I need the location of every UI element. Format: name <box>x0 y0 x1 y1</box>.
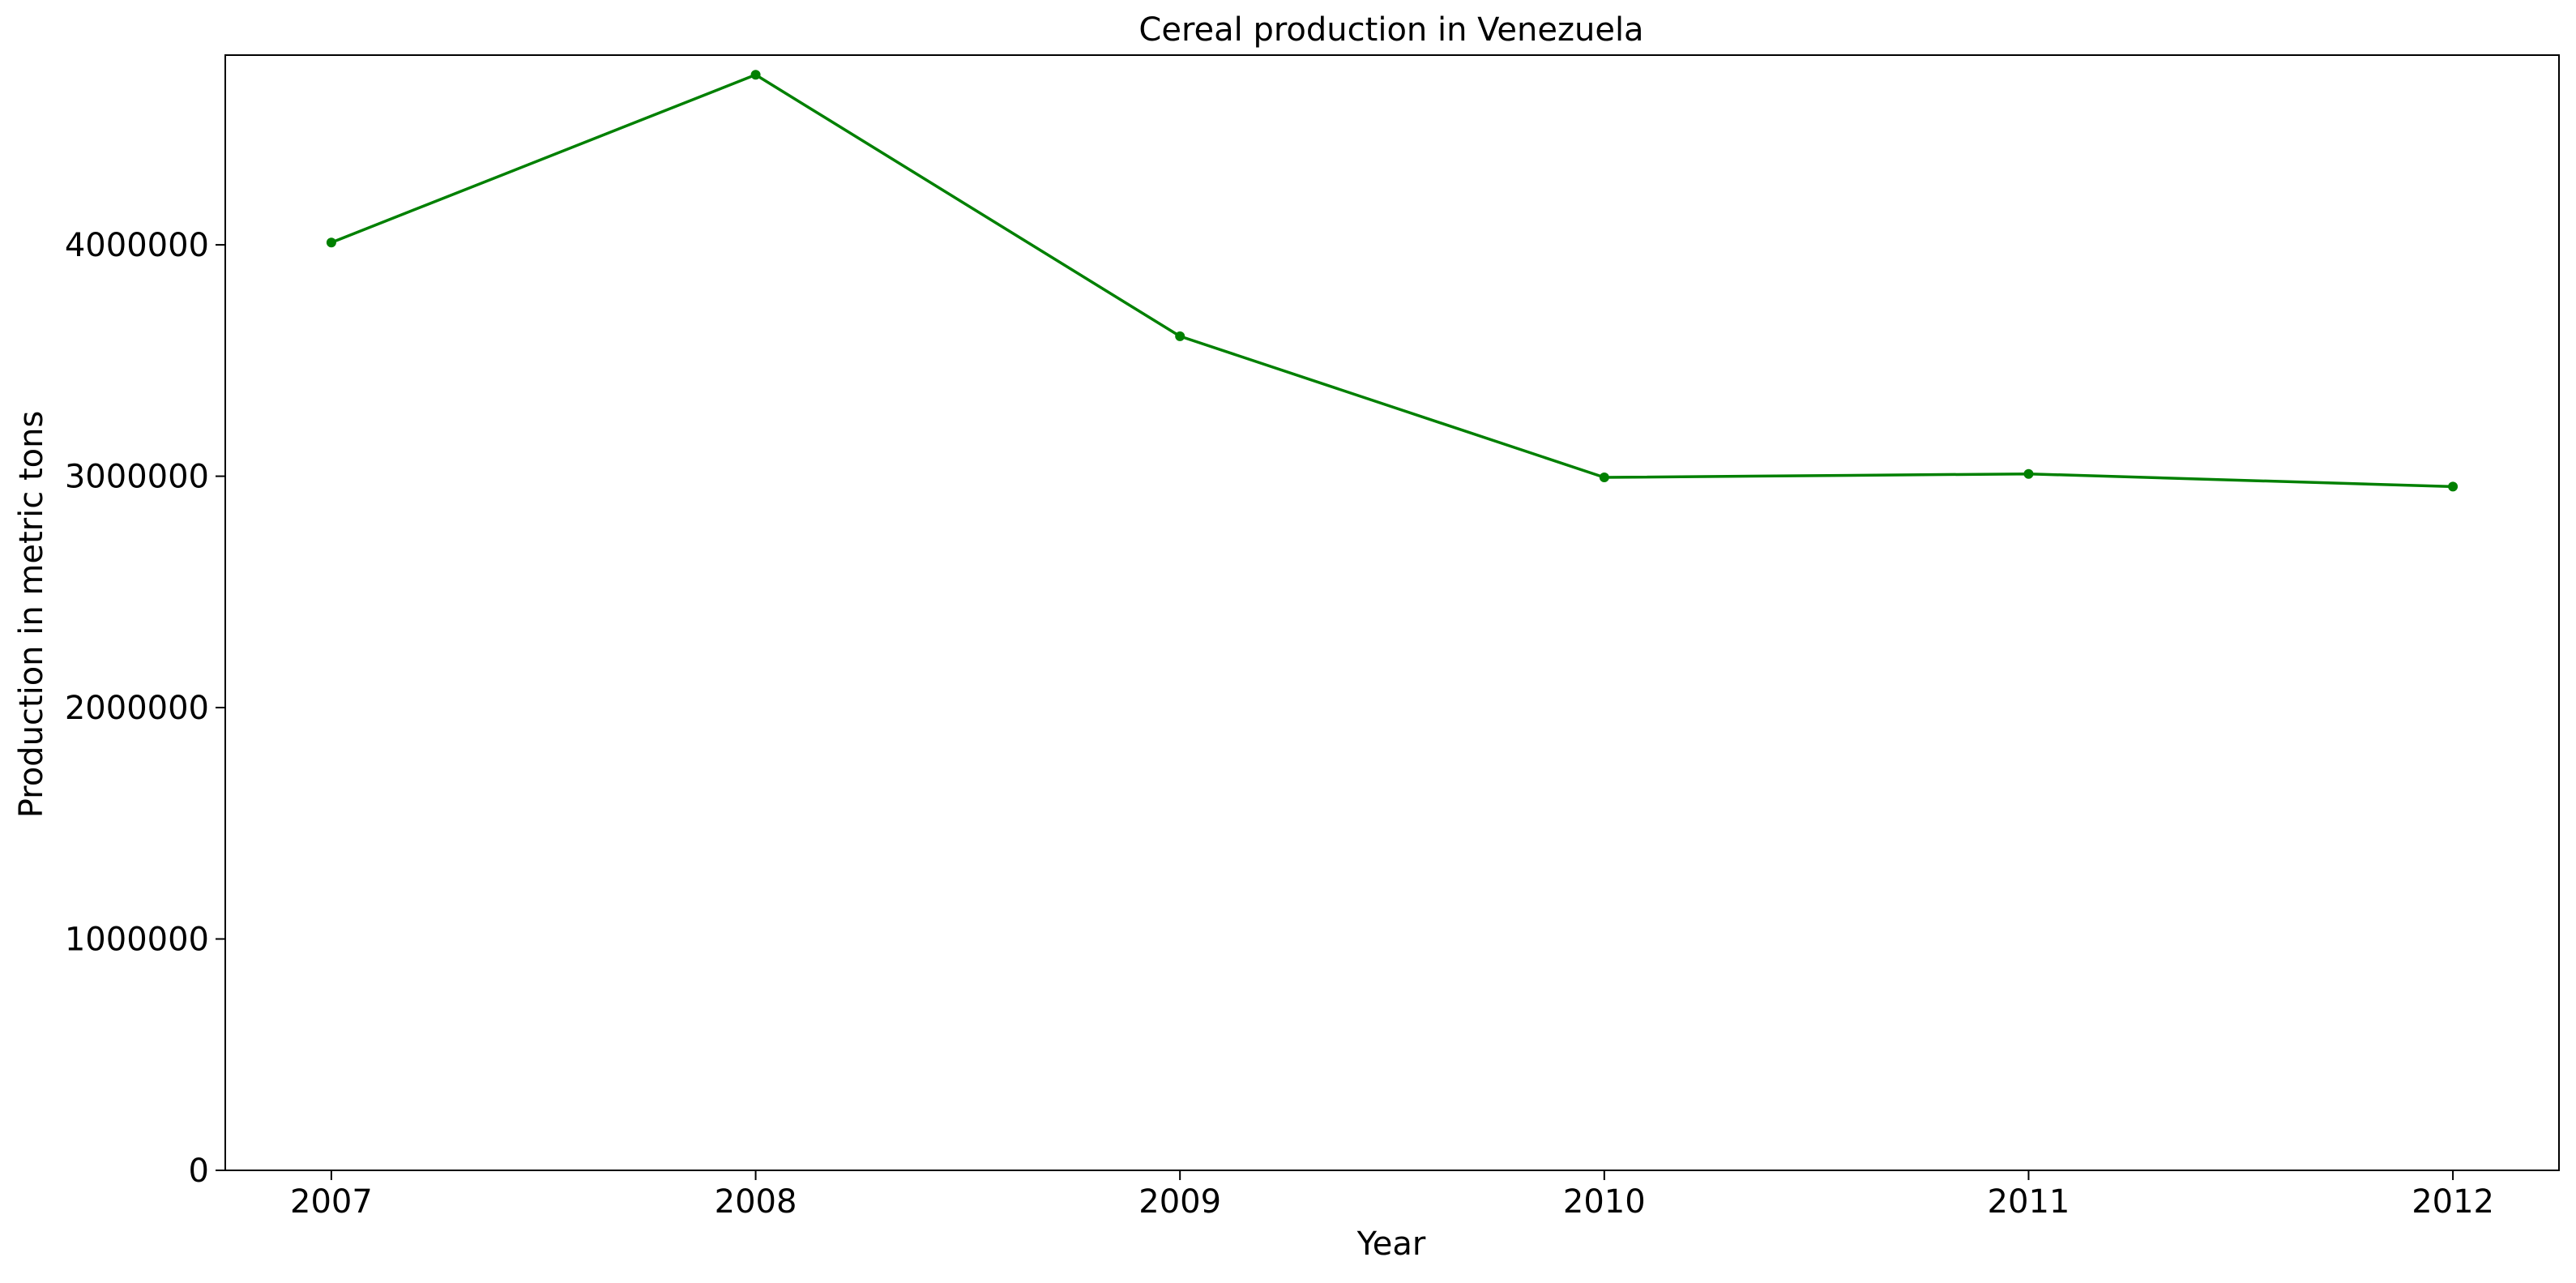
data-point <box>1175 331 1185 341</box>
y-tick-label: 3000000 <box>65 459 209 496</box>
plot-frame <box>224 54 2560 1171</box>
y-tick-label: 2000000 <box>65 690 209 727</box>
y-tick-label: 4000000 <box>65 227 209 264</box>
x-tick-label: 2010 <box>1563 1183 1646 1221</box>
y-tick-label: 1000000 <box>65 922 209 959</box>
data-point <box>1599 472 1609 482</box>
x-tick-label: 2007 <box>290 1183 373 1221</box>
plot-area: 0 1000000 2000000 3000000 4000000 2007 2008 200… <box>65 54 2560 1221</box>
y-axis-label: Production in metric tons <box>13 411 50 819</box>
data-point <box>2448 481 2459 492</box>
x-tick-label: 2011 <box>1988 1183 2070 1221</box>
x-tick-label: 2008 <box>715 1183 797 1221</box>
data-point <box>2023 468 2034 479</box>
data-point <box>750 70 761 80</box>
x-tick-label: 2012 <box>2412 1183 2494 1221</box>
chart-title: Cereal production in Venezuela <box>1138 11 1643 49</box>
series-line <box>331 73 2454 489</box>
data-point <box>326 237 336 248</box>
x-axis-label: Year <box>1356 1225 1426 1263</box>
y-tick-label: 0 <box>189 1153 209 1190</box>
x-tick-label: 2009 <box>1138 1183 1221 1221</box>
